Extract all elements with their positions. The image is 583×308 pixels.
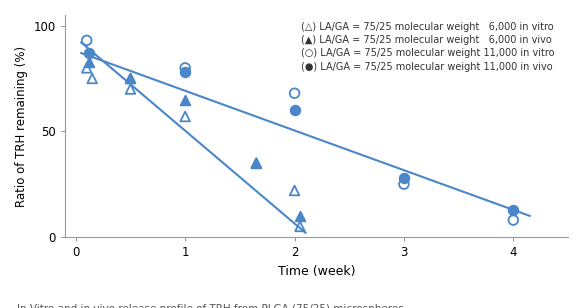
Point xyxy=(84,51,93,55)
Point xyxy=(87,76,97,81)
Point xyxy=(290,108,299,113)
Point xyxy=(508,218,518,223)
Point xyxy=(508,207,518,212)
Y-axis label: Ratio of TRH remaining (%): Ratio of TRH remaining (%) xyxy=(15,46,28,207)
X-axis label: Time (week): Time (week) xyxy=(278,265,355,278)
Point xyxy=(399,182,409,187)
Point xyxy=(290,188,299,193)
Point xyxy=(252,160,261,165)
Point xyxy=(82,38,92,43)
Legend: (△) LA/GA = 75/25 molecular weight   6,000 in vitro, (▲) LA/GA = 75/25 molecular: (△) LA/GA = 75/25 molecular weight 6,000… xyxy=(297,18,558,76)
Point xyxy=(252,160,261,165)
Point xyxy=(181,70,190,75)
Point xyxy=(296,213,305,218)
Point xyxy=(126,76,135,81)
Point xyxy=(84,59,93,64)
Point xyxy=(296,224,305,229)
Point xyxy=(399,175,409,180)
Point xyxy=(290,91,299,96)
Point xyxy=(82,65,92,70)
Point xyxy=(181,114,190,119)
Point xyxy=(126,76,135,81)
Text: In Vitro and in vivo release profile of TRH from PLGA (75/25) microspheres.: In Vitro and in vivo release profile of … xyxy=(17,304,408,308)
Point xyxy=(181,65,190,70)
Point xyxy=(126,87,135,91)
Point xyxy=(181,97,190,102)
